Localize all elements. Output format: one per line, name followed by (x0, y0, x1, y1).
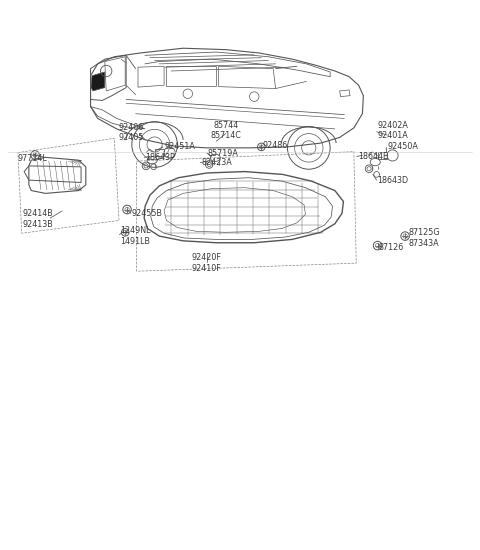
Text: 82423A: 82423A (201, 158, 232, 167)
Text: 18643P: 18643P (145, 153, 175, 162)
Text: 92414B
92413B: 92414B 92413B (23, 210, 53, 229)
Polygon shape (91, 72, 105, 91)
Text: 92450A: 92450A (387, 142, 418, 151)
Text: 18643D: 18643D (378, 175, 408, 185)
Text: 92451A: 92451A (164, 142, 195, 151)
Bar (378, 152, 387, 159)
Text: 18644E: 18644E (358, 152, 388, 161)
Text: 92406
92405: 92406 92405 (118, 123, 144, 142)
Text: 85719A: 85719A (208, 148, 239, 157)
Bar (155, 149, 164, 156)
Text: 87126: 87126 (379, 243, 404, 252)
Text: 97714L: 97714L (17, 154, 47, 163)
Text: 92402A
92401A: 92402A 92401A (378, 120, 408, 140)
Text: 85744
85714C: 85744 85714C (210, 120, 241, 140)
Text: 92420F
92410F: 92420F 92410F (192, 254, 222, 273)
Text: 1249NL
1491LB: 1249NL 1491LB (120, 227, 151, 246)
Text: 92455B: 92455B (132, 209, 163, 218)
Text: 92486: 92486 (263, 141, 288, 151)
Text: 87125G
87343A: 87125G 87343A (408, 228, 440, 248)
